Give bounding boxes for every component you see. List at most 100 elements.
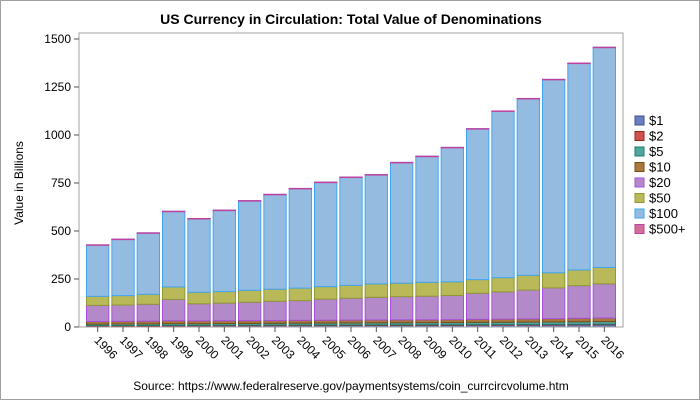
legend-swatch: [634, 224, 645, 234]
x-tick-label: 2000: [193, 333, 222, 362]
x-tick-label: 2010: [446, 333, 475, 362]
bar-segment-20-1997: [111, 304, 135, 322]
bar-segment-20-2002: [238, 301, 262, 322]
legend-swatch: [634, 162, 645, 172]
bar-segment-20-2011: [466, 292, 490, 320]
bar-segment-500-2013: [516, 97, 541, 100]
bar-segment-100-2004: [288, 187, 312, 289]
bar-segment-50-2001: [212, 291, 237, 304]
bar-segment-500-2001: [212, 209, 237, 212]
x-tick-label: 1996: [92, 333, 121, 362]
x-axis: 1996199719981999200020012002200320042005…: [92, 327, 627, 362]
bar-segment-20-2001: [212, 302, 237, 322]
legend-label: $20: [649, 175, 671, 190]
bar-segment-50-2009: [415, 281, 439, 297]
bar-segment-500-2015: [567, 62, 591, 65]
legend-swatch: [634, 177, 645, 188]
bar-segment-20-2013: [516, 289, 541, 320]
bar-segment-500-1999: [162, 210, 186, 213]
legend-swatch: [634, 115, 645, 126]
bar-segment-500-1996: [86, 244, 110, 246]
bars-group: [86, 46, 617, 328]
bar-segment-50-2012: [491, 277, 515, 293]
x-tick-label: 2003: [269, 333, 298, 362]
legend: $1$2$5$10$20$50$100$500+: [634, 113, 686, 237]
bar-segment-100-2011: [466, 128, 490, 281]
bar-segment-50-2013: [516, 274, 541, 291]
y-tick-label: 500: [51, 224, 71, 238]
bar-segment-100-1997: [111, 238, 135, 297]
bar-segment-100-2016: [592, 46, 617, 268]
x-tick-label: 2008: [396, 333, 425, 362]
bar-segment-50-2015: [567, 269, 591, 287]
legend-swatch: [634, 131, 645, 141]
bar-segment-20-2012: [491, 291, 515, 320]
bar-segment-10-2016: [592, 317, 617, 323]
bar-segment-20-2007: [364, 296, 388, 321]
bar-segment-100-2001: [212, 209, 237, 293]
legend-label: $2: [649, 129, 663, 144]
bar-segment-500-2005: [314, 181, 338, 184]
bar-segment-50-2007: [364, 283, 388, 298]
x-tick-label: 2012: [497, 333, 526, 362]
bar-segment-100-2009: [415, 155, 439, 283]
bar-segment-50-2014: [542, 272, 566, 289]
bar-segment-20-2014: [542, 287, 566, 320]
bar-segment-50-2000: [187, 291, 211, 305]
y-tick-label: 1250: [44, 80, 71, 94]
bar-segment-20-2005: [314, 298, 338, 321]
x-tick-label: 1997: [117, 333, 146, 362]
x-tick-label: 2011: [472, 333, 500, 361]
bar-segment-500-2008: [390, 161, 414, 164]
bar-segment-50-2002: [238, 289, 262, 303]
legend-swatch: [634, 146, 645, 157]
bar-segment-500-2000: [187, 218, 211, 220]
legend-label: $100: [649, 206, 678, 221]
bar-segment-100-2000: [187, 218, 211, 293]
x-tick-label: 2016: [598, 333, 627, 362]
bar-segment-10-2015: [567, 317, 591, 323]
chart-title: US Currency in Circulation: Total Value …: [160, 11, 542, 27]
x-tick-label: 2004: [294, 333, 323, 362]
bar-segment-100-2003: [263, 193, 287, 290]
y-tick-label: 0: [64, 320, 71, 334]
bar-segment-100-2015: [567, 62, 591, 271]
bar-segment-50-2006: [339, 284, 363, 299]
x-tick-label: 1998: [142, 333, 171, 362]
bar-segment-500-1997: [111, 238, 135, 241]
bar-segment-500-1998: [136, 232, 161, 234]
legend-label: $5: [649, 144, 663, 159]
bar-segment-100-2008: [390, 161, 414, 284]
bar-segment-500-2014: [542, 78, 566, 81]
x-tick-label: 2007: [370, 333, 399, 362]
bar-segment-100-1996: [86, 244, 110, 297]
x-tick-label: 1999: [168, 333, 197, 362]
bar-segment-500-2007: [364, 174, 388, 176]
bar-segment-20-2010: [440, 294, 464, 321]
bar-segment-20-2004: [288, 300, 312, 321]
y-tick-label: 1000: [44, 128, 71, 142]
bar-segment-50-1997: [111, 295, 135, 306]
bar-segment-500-2010: [440, 146, 464, 149]
x-tick-label: 2006: [345, 333, 374, 362]
bar-segment-50-2005: [314, 286, 338, 300]
legend-label: $1: [649, 113, 663, 128]
bar-segment-20-2003: [263, 300, 287, 322]
y-tick-label: 1500: [44, 32, 71, 46]
bar-segment-500-2006: [339, 176, 363, 179]
bar-segment-100-2007: [364, 174, 388, 285]
bar-segment-500-2009: [415, 155, 439, 158]
y-tick-label: 250: [51, 272, 71, 286]
bar-segment-20-2000: [187, 303, 211, 322]
legend-swatch: [634, 193, 645, 203]
bar-segment-20-1996: [86, 304, 110, 322]
bar-segment-20-1998: [136, 303, 161, 322]
bar-segment-20-2015: [567, 285, 591, 319]
bar-segment-100-2005: [314, 181, 338, 288]
bar-segment-100-2002: [238, 200, 262, 291]
bar-segment-100-1999: [162, 210, 186, 288]
bar-segment-50-2008: [390, 282, 414, 298]
bar-segment-100-1998: [136, 232, 161, 295]
